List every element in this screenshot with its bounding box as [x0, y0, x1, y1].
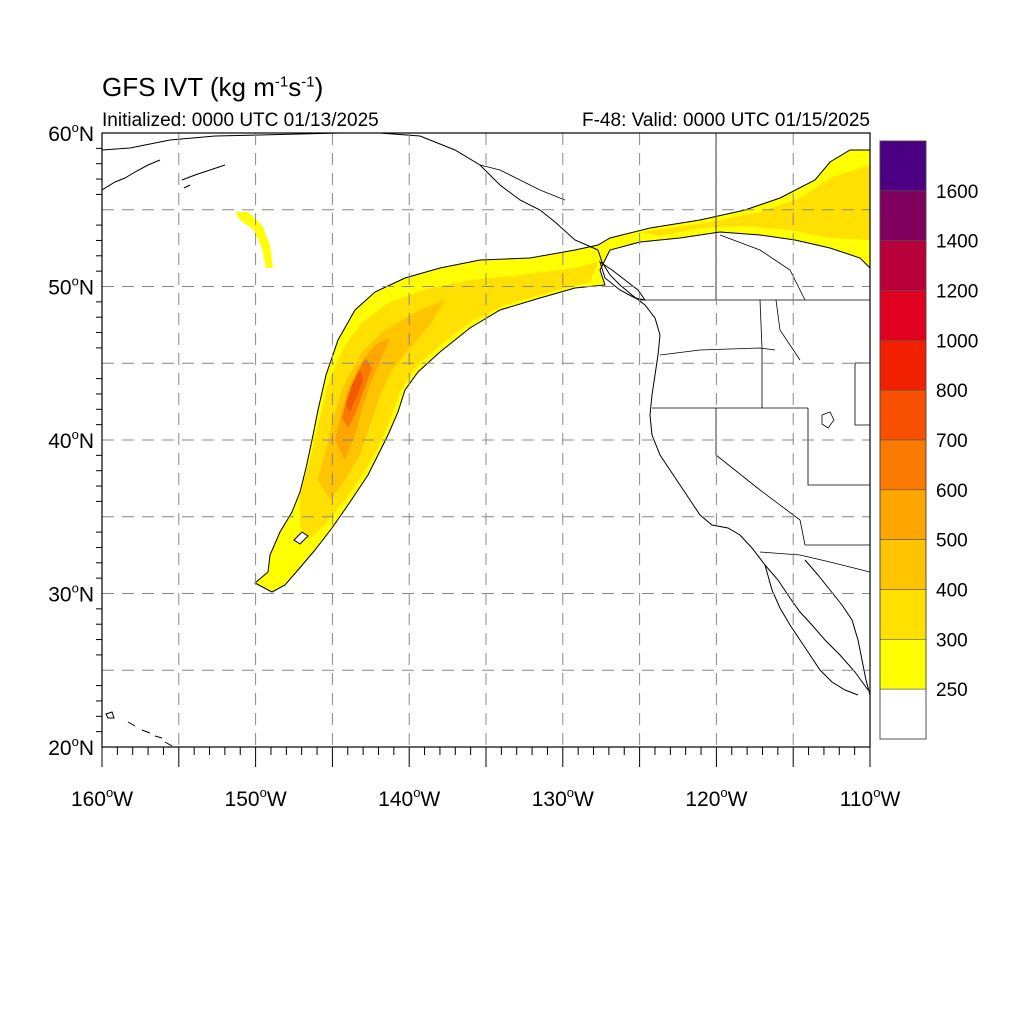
colorbar-swatch [879, 340, 927, 391]
colorbar-frame [879, 140, 927, 740]
lon-label: 110oW [840, 785, 901, 811]
oregon-idaho-border [759, 299, 763, 408]
colorbar-label: 800 [936, 381, 968, 402]
lon-label: 130oW [532, 785, 594, 811]
utah-idaho-border [854, 362, 870, 426]
colorbar-label: 250 [936, 680, 968, 701]
ivt-isolated-band [235, 212, 273, 268]
lat-label: 40oN [48, 427, 94, 453]
oregon-border [659, 347, 776, 356]
colorbar-swatch [879, 688, 927, 740]
baja-california [764, 564, 859, 696]
ivt-contour-500 [335, 338, 390, 460]
map-title: GFS IVT (kg m-1s-1) [102, 72, 324, 102]
colorbar-swatch [879, 140, 927, 192]
colorbar-swatch [879, 439, 927, 491]
colorbar-label: 1600 [936, 182, 978, 203]
valid-time: F-48: Valid: 0000 UTC 01/15/2025 [582, 110, 870, 131]
longitude-labels: 160oW 150oW 140oW 130oW 120oW 110oW [71, 785, 901, 811]
colorbar-label: 1400 [936, 232, 978, 253]
axis-ticks [96, 147, 871, 767]
california-nevada-border [715, 408, 801, 521]
idaho-panhandle [775, 299, 801, 361]
colorbar-swatch [879, 290, 927, 341]
lat-label: 30oN [48, 581, 94, 607]
colorbar-label: 400 [936, 581, 968, 602]
alaska-coast [102, 133, 599, 251]
ivt-contour-300-east [640, 165, 870, 240]
map-plot-area [102, 133, 870, 747]
hawaii-islands [105, 711, 173, 747]
colorbar-label: 1200 [936, 282, 978, 303]
aleutian-islands [102, 159, 226, 191]
colorbar-label: 1000 [936, 331, 978, 352]
ivt-contour-700 [346, 370, 363, 412]
lon-label: 120oW [685, 785, 747, 811]
lon-label: 140oW [378, 785, 440, 811]
colorbar-swatch [879, 190, 927, 241]
arizona-border [799, 519, 870, 546]
coastlines [102, 133, 870, 747]
us-mexico-border [759, 551, 870, 573]
interior-lines [719, 234, 806, 301]
ivt-contour-400 [318, 300, 445, 500]
lat-label: 60oN [48, 120, 94, 146]
colorbar-label: 600 [936, 481, 968, 502]
vancouver-island [599, 260, 647, 301]
lon-label: 150oW [225, 785, 287, 811]
nevada-utah-border [807, 408, 870, 486]
colorbar-swatch [879, 539, 927, 590]
graticule [102, 133, 870, 747]
latitude-labels: 60oN 50oN 40oN 30oN 20oN [48, 120, 94, 760]
gulf-coast-mexico [804, 559, 870, 696]
political-borders [479, 133, 870, 573]
initialized-time: Initialized: 0000 UTC 01/13/2025 [102, 110, 379, 131]
ivt-plume [235, 149, 870, 593]
pacific-northwest-coast [597, 249, 869, 691]
colorbar-label: 700 [936, 431, 968, 452]
bc-alaska-border [479, 164, 566, 201]
colorbar-label: 300 [936, 630, 968, 651]
colorbar-label: 500 [936, 531, 968, 552]
lon-label: 160oW [71, 785, 133, 811]
lat-label: 20oN [48, 734, 94, 760]
colorbar-swatch [879, 389, 927, 441]
ivt-contour-300 [300, 262, 598, 540]
colorbar-swatch [879, 639, 927, 690]
lat-label: 50oN [48, 274, 94, 300]
colorbar: 1600 1400 1200 1000 800 700 600 500 400 300 250 [879, 140, 978, 740]
colorbar-swatch [879, 589, 927, 640]
ivt-hole [293, 531, 309, 545]
colorbar-swatch [879, 240, 927, 291]
colorbar-swatch [879, 489, 927, 540]
great-salt-lake [821, 411, 835, 429]
